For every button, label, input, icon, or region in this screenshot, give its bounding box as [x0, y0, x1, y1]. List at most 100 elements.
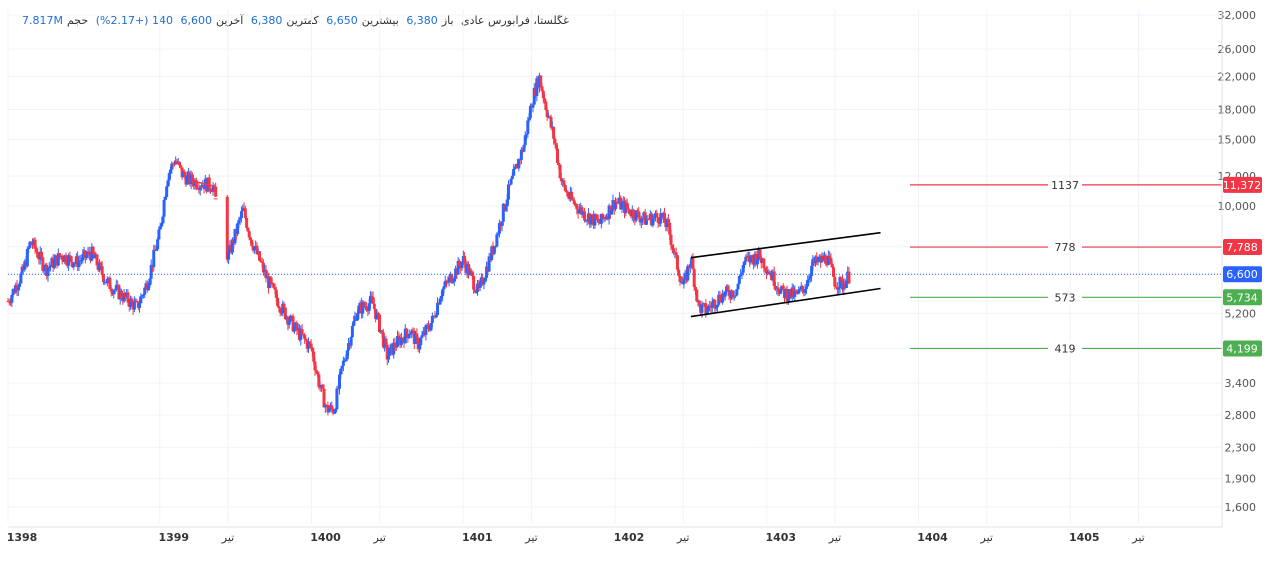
candle-body [241, 208, 245, 212]
candle-body [405, 328, 409, 334]
candle-body [166, 180, 170, 187]
candle-body [135, 300, 139, 302]
candle-body [468, 269, 472, 275]
candle-body [303, 334, 307, 339]
candle-body [838, 277, 842, 289]
candle-body [410, 330, 414, 334]
candle-body [225, 196, 229, 260]
candle-body [40, 251, 44, 258]
candle-body [335, 388, 339, 410]
candle-body [694, 286, 698, 290]
candle-body [312, 351, 316, 362]
candle-body [469, 269, 473, 273]
y-tick-label: 2,800 [1225, 409, 1257, 422]
candle-body [754, 253, 758, 265]
candle-body [108, 277, 112, 289]
legend-change: 140 (+2.17%) [95, 14, 173, 27]
candle-body [156, 239, 160, 250]
candle-body [288, 315, 292, 322]
candle-body [64, 255, 68, 264]
candle-body [682, 278, 686, 285]
x-axis: 1398 1399 تیر 1400 تیر 1401 تیر 1402 تیر 1403 تیر 1… [7, 526, 1222, 544]
candle-body [668, 222, 672, 235]
candle-body [248, 237, 252, 240]
candle-body [46, 268, 50, 277]
candle-body [69, 256, 73, 263]
candle-body [34, 248, 38, 252]
candle-body [826, 255, 830, 266]
candle-body [99, 262, 103, 267]
candle-body [438, 298, 442, 305]
candle-body [292, 325, 296, 332]
candle-body [457, 260, 461, 266]
candle-body [185, 175, 189, 185]
candle-body [80, 260, 84, 262]
candle-body [365, 306, 369, 310]
candle-body [500, 221, 504, 227]
candle-body [452, 278, 456, 282]
candle-body [572, 200, 576, 205]
candle-body [295, 322, 299, 331]
candle-body [60, 255, 64, 260]
candle-body [387, 355, 391, 360]
candle-body [352, 321, 356, 326]
candle-body [388, 347, 392, 356]
x-tick-label: 1400 [310, 531, 341, 544]
candle-body [641, 218, 645, 220]
level-price-badge-text: 7,788 [1226, 241, 1258, 254]
candle-body [829, 258, 833, 264]
candle-body [509, 178, 513, 185]
candle-body [544, 101, 548, 110]
candle-body [344, 359, 348, 361]
candle-body [473, 289, 477, 293]
candle-body [172, 163, 176, 165]
candle-body [430, 315, 434, 324]
candle-body [736, 283, 740, 290]
level-price-badge-text: 5,734 [1226, 291, 1258, 304]
candle-body [755, 259, 759, 265]
candle-body [837, 288, 841, 290]
candle-body [426, 325, 430, 329]
candle-body [345, 350, 349, 360]
candle-body [58, 253, 62, 257]
level-label: 419 [1055, 342, 1076, 355]
candle-body [844, 280, 848, 288]
candle-body [441, 289, 445, 297]
candle-body [9, 302, 13, 304]
candle-body [385, 344, 389, 360]
candle-body [161, 216, 165, 224]
candle-body [526, 120, 530, 135]
candle-body [497, 223, 501, 234]
candle-body [594, 214, 598, 220]
x-tick-label: تیر [1131, 531, 1144, 544]
y-tick-label: 32,000 [1218, 9, 1257, 22]
candle-body [750, 255, 754, 258]
level-price-badge [1223, 239, 1262, 256]
x-tick-label: تیر [980, 531, 993, 544]
legend-last-label: آخرین [215, 14, 244, 27]
candle-body [246, 227, 250, 232]
candle-body [227, 252, 231, 260]
candle-body [194, 180, 198, 188]
candle-body [776, 287, 780, 292]
candle-body [620, 202, 624, 210]
candle-body [269, 277, 273, 283]
level-label: 1137 [1051, 179, 1079, 192]
candle-body [767, 271, 771, 275]
candle-body [396, 335, 400, 347]
candle-body [334, 409, 338, 413]
candle-body [158, 226, 162, 230]
candle-body [463, 256, 467, 264]
candle-body [525, 134, 529, 136]
candle-body [239, 211, 243, 219]
candle-body [169, 169, 173, 174]
candle-body [140, 295, 144, 297]
candle-body [715, 304, 719, 308]
candle-body [570, 191, 574, 200]
candle-body [483, 277, 487, 282]
candle-body [697, 300, 701, 306]
candle-body [85, 255, 89, 258]
candle-body [801, 286, 805, 290]
candle-body [277, 306, 281, 309]
